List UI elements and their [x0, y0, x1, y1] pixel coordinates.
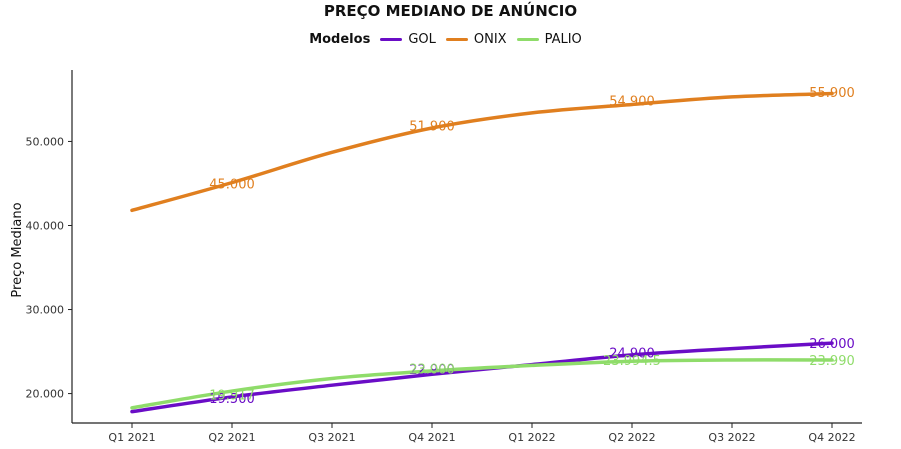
chart-title: PREÇO MEDIANO DE ANÚNCIO — [323, 2, 578, 20]
data-label-gol-q2-2021: 19.500 — [209, 392, 255, 407]
legend-item-onix: ONIX — [445, 32, 507, 47]
y-tick-label-20000: 20.000 — [26, 388, 65, 401]
x-tick-label-q2-2021: Q2 2021 — [208, 431, 255, 444]
x-tick-label-q1-2021: Q1 2021 — [108, 431, 155, 444]
x-tick-label-q3-2021: Q3 2021 — [308, 431, 355, 444]
legend-item-gol: GOL — [380, 32, 436, 47]
legend-item-palio: PALIO — [516, 32, 582, 47]
x-tick-label-q1-2022: Q1 2022 — [508, 431, 555, 444]
legend-swatch-palio — [516, 38, 539, 41]
y-tick-label-50000: 50.000 — [26, 135, 65, 148]
data-label-onix-q2-2022: 54.900 — [609, 94, 655, 109]
legend-swatch-onix — [445, 38, 468, 41]
series-line-palio — [130, 358, 834, 410]
legend-title: Modelos — [309, 32, 371, 47]
legend-swatch-gol — [380, 38, 403, 41]
y-tick-label-30000: 30.000 — [26, 304, 65, 317]
legend-label-gol: GOL — [408, 32, 436, 47]
y-tick-label-40000: 40.000 — [26, 219, 65, 232]
data-label-palio-q2-2022: 23.994.5 — [603, 354, 661, 369]
data-label-palio-q4-2021: 23.000 — [409, 362, 455, 377]
data-label-gol-q4-2022: 26.000 — [809, 337, 855, 352]
data-label-gol-q4-2021: 22.900 — [409, 363, 455, 378]
data-labels: 19.500 22.900 24.900 26.000 45.000 51.900 54.9… — [209, 86, 855, 407]
data-label-onix-q2-2021: 45.000 — [209, 177, 255, 192]
legend-label-onix: ONIX — [473, 32, 507, 47]
data-label-palio-q4-2022: 23.990 — [809, 354, 855, 369]
x-tick-label-q4-2022: Q4 2022 — [808, 431, 855, 444]
series-line-onix — [130, 91, 834, 213]
data-label-onix-q4-2021: 51.900 — [409, 119, 455, 134]
series-lines — [130, 91, 834, 414]
y-axis-title: Preço Mediano — [10, 202, 25, 297]
x-tick-label-q3-2022: Q3 2022 — [708, 431, 755, 444]
x-ticks: Q1 2021 Q2 2021 Q3 2021 Q4 2021 Q1 2022 Q2 20… — [108, 423, 856, 444]
data-label-palio-q2-2021: 19.917 — [209, 388, 255, 403]
y-ticks: 20.000 30.000 40.000 50.000 — [26, 135, 72, 401]
legend: Modelos GOL ONIX PALIO — [0, 32, 901, 47]
data-label-onix-q4-2022: 55.900 — [809, 86, 855, 101]
legend-label-palio: PALIO — [544, 32, 582, 47]
x-tick-label-q2-2022: Q2 2022 — [608, 431, 655, 444]
data-label-gol-q2-2022: 24.900 — [609, 346, 655, 361]
x-tick-label-q4-2021: Q4 2021 — [408, 431, 455, 444]
